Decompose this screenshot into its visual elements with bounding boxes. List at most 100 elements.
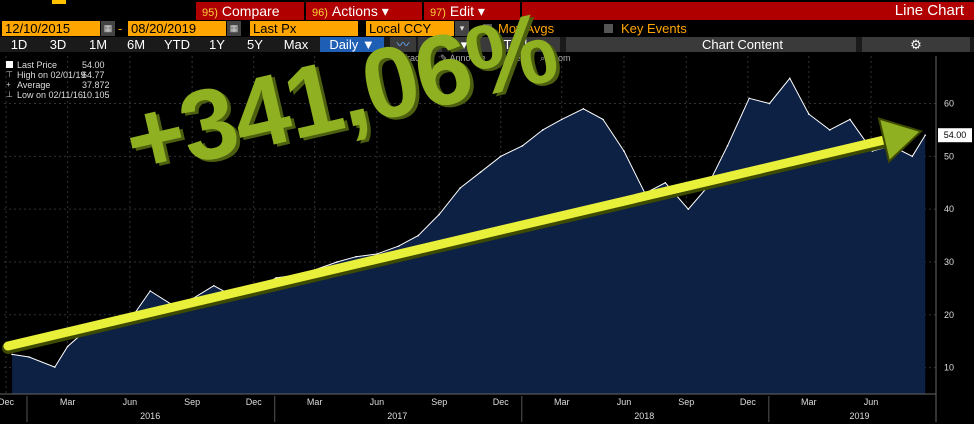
arrow-shaft [3, 135, 889, 351]
price-point [28, 356, 30, 358]
high-marker-icon: ⊤ [6, 70, 13, 79]
price-point [355, 255, 357, 258]
x-tick-label: Dec [246, 397, 263, 407]
x-tick-label: Mar [554, 397, 570, 407]
legend-label: High on 02/01/19 [17, 70, 86, 80]
x-tick-label: Sep [184, 397, 200, 407]
average-marker-icon: + [6, 80, 11, 89]
news-tool[interactable]: ▤ News [498, 53, 532, 63]
legend-value: 64.77 [82, 70, 105, 80]
table-button[interactable]: Table [478, 37, 560, 52]
legend-label: Low on 02/11/16 [17, 90, 83, 100]
compare-button[interactable]: 95) Compare [196, 2, 304, 20]
price-point [748, 97, 750, 100]
x-tick-label: Dec [493, 397, 510, 407]
y-tick-label: 10 [944, 363, 954, 373]
bar-style-icon[interactable]: ⇅ [418, 37, 442, 52]
mov-avgs-label: Mov Avgs [498, 21, 555, 36]
chevron-down-icon[interactable]: ▾ [455, 21, 469, 36]
price-point [664, 181, 667, 184]
top-toolbar: 95) Compare 96) Actions ▾ 97) Edit ▾ Line C… [0, 0, 974, 20]
zoom-label: Zoom [547, 53, 571, 63]
chevron-down-icon[interactable]: ▾ [455, 37, 473, 52]
price-point [53, 366, 56, 368]
actions-label: Actions ▾ [331, 3, 389, 19]
x-tick-label: Mar [801, 397, 817, 407]
zoom-tool[interactable]: ⌕ Zoom [540, 53, 571, 63]
edit-label: Edit ▾ [449, 3, 485, 19]
key-events-checkbox[interactable] [604, 24, 613, 33]
price-point [726, 144, 729, 147]
compare-shortcut: 95) [202, 7, 218, 19]
frequency-select[interactable]: Daily ▼ [320, 37, 384, 52]
period-bar: 1D 3D 1M 6M YTD 1Y 5Y Max Daily ▼ 〰 ⇅ ▾ … [0, 37, 974, 52]
x-tick-label: Jun [864, 397, 879, 407]
controls-bar: 12/10/2015 ▦ - 08/20/2019 ▦ Last Px Loca… [0, 21, 974, 37]
price-chart: 10 20 30 40 50 60 Dec Mar Jun Sep Dec Mar Jun Sep Dec M… [0, 56, 972, 422]
track-tool[interactable]: ✣ Track [392, 53, 425, 63]
last-value-label: 54.00 [944, 130, 967, 140]
legend-value: 54.00 [82, 60, 105, 70]
annotate-label: Annotate [449, 53, 486, 63]
compare-label: Compare [221, 3, 280, 19]
price-point [623, 150, 625, 152]
period-max[interactable]: Max [283, 37, 309, 52]
end-date-input[interactable]: 08/20/2019 [128, 21, 226, 36]
price-point [541, 129, 544, 131]
chart-content-button[interactable]: Chart Content [566, 37, 856, 52]
legend-average: + Average 37.872 [4, 80, 110, 90]
line-chart-icon[interactable]: 〰 [390, 37, 416, 52]
period-ytd[interactable]: YTD [164, 37, 190, 52]
price-point [768, 102, 771, 105]
price-point [911, 155, 914, 158]
y-tick-label: 40 [944, 204, 954, 214]
calendar-icon[interactable]: ▦ [227, 21, 241, 36]
chart-content-label: Chart Content [702, 37, 783, 52]
price-point [213, 284, 215, 287]
edit-button[interactable]: 97) Edit ▾ [424, 2, 520, 20]
settings-button[interactable]: ⚙ [862, 37, 970, 52]
legend-label: Average [17, 80, 51, 90]
legend-label: Last Price [17, 60, 58, 70]
arrow-head [877, 117, 923, 164]
low-marker-icon: ⊥ [6, 90, 13, 99]
year-label: 2017 [387, 411, 407, 421]
price-point [499, 155, 502, 158]
calendar-icon[interactable]: ▦ [101, 21, 115, 36]
price-point [924, 134, 926, 137]
price-point [828, 129, 831, 131]
legend-last-price: Last Price 54.00 [4, 60, 105, 70]
y-tick-label: 20 [944, 310, 954, 320]
annotate-tool[interactable]: ✎ Annotate [440, 53, 486, 63]
period-5y[interactable]: 5Y [247, 37, 263, 52]
period-6m[interactable]: 6M [126, 37, 146, 52]
legend-value: 10.105 [82, 90, 110, 100]
price-point [417, 234, 420, 237]
price-point [521, 144, 524, 147]
accent-marker [52, 0, 66, 4]
x-tick-label: Jun [617, 397, 632, 407]
currency-select[interactable]: Local CCY [366, 21, 454, 36]
edit-shortcut: 97) [430, 7, 446, 19]
axes: 10 20 30 40 50 60 Dec Mar Jun Sep Dec Mar Jun Sep Dec M… [0, 56, 972, 422]
price-point [149, 290, 151, 292]
period-3d[interactable]: 3D [49, 37, 67, 52]
year-label: 2016 [140, 411, 160, 421]
period-1m[interactable]: 1M [88, 37, 108, 52]
field-select[interactable]: Last Px [250, 21, 358, 36]
x-tick-label: Jun [370, 397, 385, 407]
actions-button[interactable]: 96) Actions ▾ [306, 2, 422, 20]
start-date-input[interactable]: 12/10/2015 [2, 21, 100, 36]
price-point [687, 208, 690, 210]
price-line [12, 77, 926, 368]
trend-arrow [2, 117, 923, 354]
price-point [376, 253, 378, 255]
price-point [789, 77, 791, 80]
price-point [438, 213, 441, 216]
period-1y[interactable]: 1Y [209, 37, 225, 52]
mov-avgs-checkbox[interactable] [483, 24, 492, 33]
legend-checkbox-icon[interactable] [6, 61, 13, 68]
period-1d[interactable]: 1D [10, 37, 28, 52]
price-point [459, 187, 461, 189]
price-point [479, 171, 482, 173]
